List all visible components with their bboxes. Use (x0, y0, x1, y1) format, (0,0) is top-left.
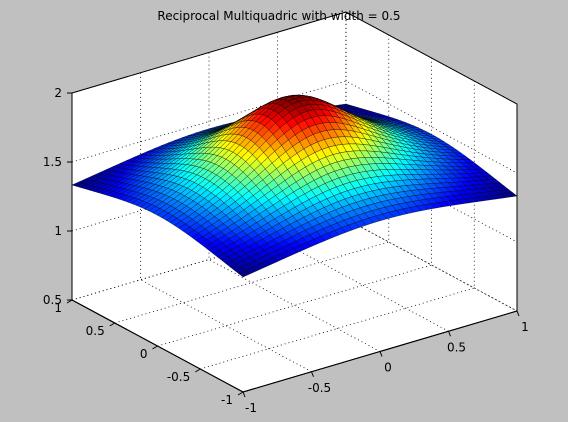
grid-line-x (345, 12, 518, 312)
y-tick-mark (152, 345, 158, 350)
z-tick-label: 1.5 (43, 155, 62, 169)
z-tick-label: 0.5 (43, 293, 62, 307)
tick-labels: -1-0.500.51-1-0.500.510.511.52 (43, 86, 529, 415)
x-tick-mark (311, 371, 314, 377)
x-tick-mark (242, 391, 246, 398)
x-tick-mark (516, 310, 520, 317)
y-tick-mark (194, 368, 201, 373)
x-tick-mark (448, 331, 451, 337)
y-tick-label: 1 (54, 301, 62, 315)
surface-cell (505, 192, 518, 198)
x-tick-label: 1 (521, 320, 529, 334)
x-tick-label: 0.5 (447, 340, 466, 354)
z-tick-label: 1 (54, 224, 62, 238)
grid-line-x (208, 52, 381, 352)
z-tick-label: 2 (54, 86, 62, 100)
y-tick-label: -0.5 (167, 370, 190, 384)
surface-mesh (71, 94, 518, 278)
x-tick-label: -0.5 (308, 381, 331, 395)
x-tick-label: -1 (245, 401, 257, 415)
y-tick-mark (237, 391, 244, 396)
y-tick-mark (109, 322, 116, 327)
chart-title: Reciprocal Multiquadric with width = 0.5 (157, 9, 400, 23)
x-tick-label: 0 (384, 361, 392, 375)
grid-line-x (140, 72, 312, 373)
x-tick-mark (379, 351, 383, 357)
y-tick-label: 0 (140, 347, 148, 361)
y-tick-label: -1 (221, 393, 233, 407)
y-tick-label: 0.5 (86, 324, 105, 338)
